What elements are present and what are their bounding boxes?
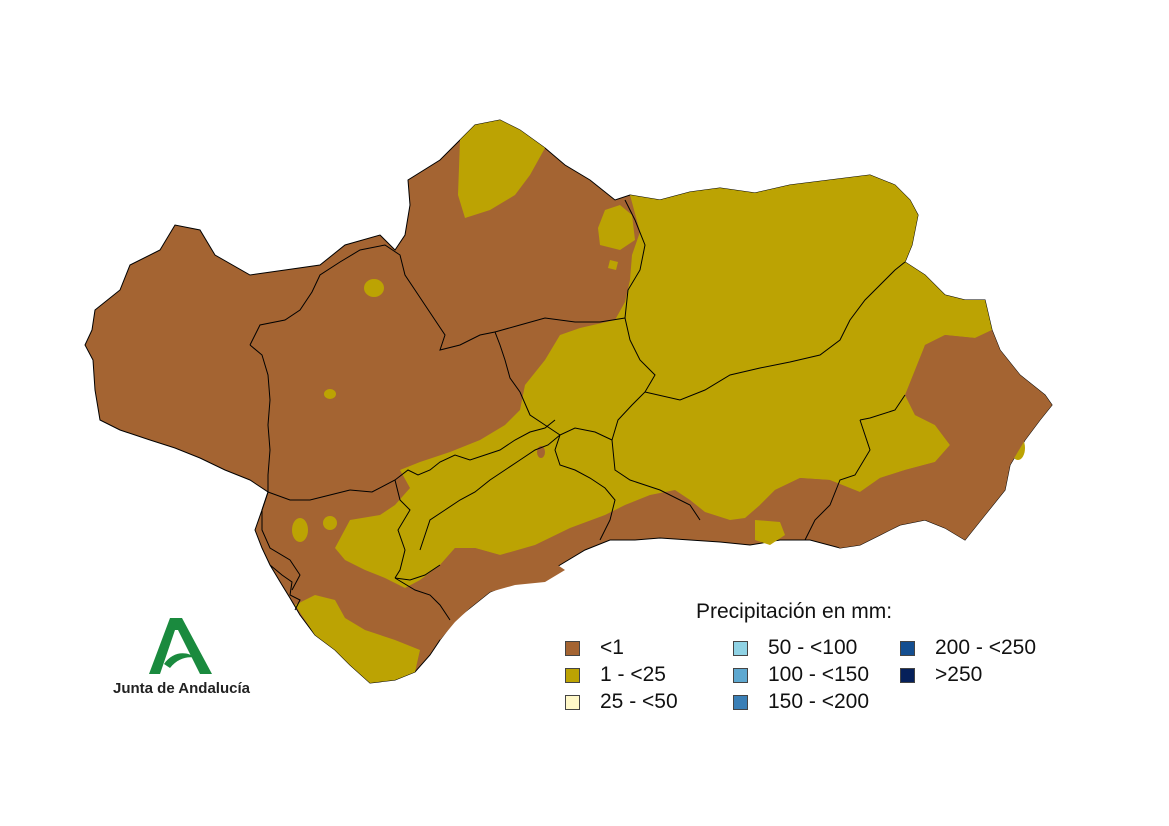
province-borders	[249, 199, 906, 621]
legend-item-gt250: >250	[900, 663, 983, 686]
zone-1-25	[292, 120, 1025, 683]
legend-item-1-25: 1 - <25	[565, 663, 666, 686]
legend-item-150-200: 150 - <200	[733, 690, 870, 713]
legend-swatch	[565, 640, 580, 656]
legend-label: 1 - <25	[600, 663, 666, 686]
legend-label: <1	[600, 636, 624, 659]
legend-swatch	[733, 640, 748, 656]
legend-item-200-250: 200 - <250	[900, 636, 1037, 659]
legend-swatch	[733, 694, 748, 710]
legend-swatch	[733, 667, 748, 683]
legend-label: >250	[935, 663, 983, 686]
junta-andalucia-logo	[112, 612, 262, 702]
logo-a-icon	[149, 618, 212, 674]
legend-swatch	[565, 667, 580, 683]
legend-swatch	[900, 640, 915, 656]
legend-item-lt1: <1	[565, 636, 624, 659]
legend-label: 100 - <150	[768, 663, 870, 686]
legend-label: 200 - <250	[935, 636, 1037, 659]
legend-label: 150 - <200	[768, 690, 870, 713]
legend-label: 50 - <100	[768, 636, 858, 659]
legend-item-25-50: 25 - <50	[565, 690, 678, 713]
logo-text: Junta de Andalucía	[113, 680, 250, 697]
legend-label: 25 - <50	[600, 690, 678, 713]
legend-item-50-100: 50 - <100	[733, 636, 858, 659]
legend-swatch	[565, 694, 580, 710]
legend-item-100-150: 100 - <150	[733, 663, 870, 686]
zone-lt1-pockets	[430, 330, 1052, 640]
legend-title: Precipitación en mm:	[696, 600, 893, 623]
legend-swatch	[900, 667, 915, 683]
